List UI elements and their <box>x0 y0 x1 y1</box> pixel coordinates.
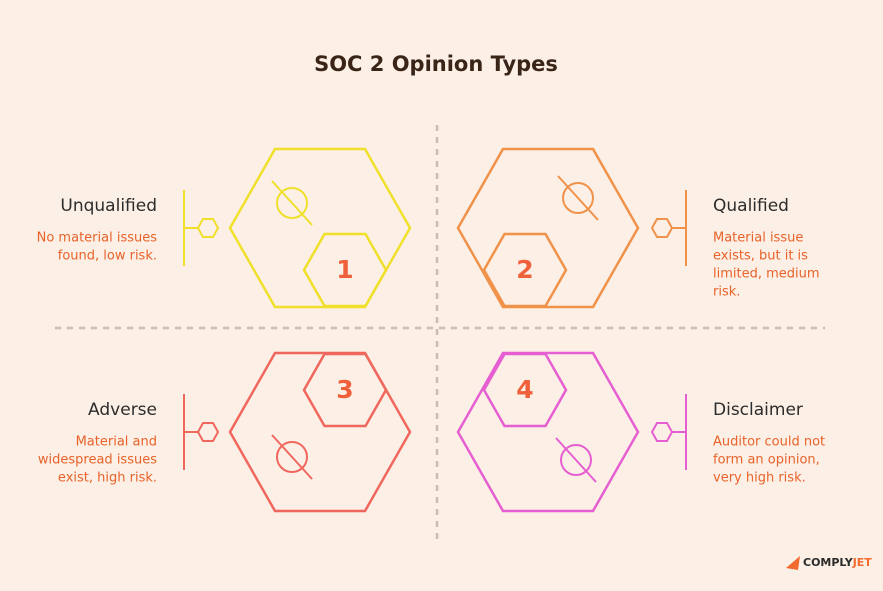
icon <box>555 437 597 483</box>
icon <box>562 182 594 214</box>
description: risk. <box>713 285 740 300</box>
description: exists, but it is <box>713 249 808 264</box>
description: exist, high risk. <box>58 471 157 486</box>
number-hexagon <box>302 352 388 428</box>
logo-icon <box>786 556 800 570</box>
description: found, low risk. <box>58 249 157 264</box>
label: Unqualified <box>60 196 157 216</box>
description: limited, medium <box>713 267 820 282</box>
description: Material issue <box>713 231 803 246</box>
logo-part: JET <box>852 556 873 569</box>
number: 1 <box>336 255 353 284</box>
quadrant: 4 Disclaimer Auditor could not form an opin… <box>456 351 825 513</box>
number-hexagon <box>302 232 388 308</box>
logo-part: COMPLY <box>803 556 854 569</box>
number-hexagon <box>482 352 568 428</box>
title: SOC 2 Opinion Types <box>314 52 558 76</box>
label: Adverse <box>88 400 157 420</box>
quadrant: 1 Unqualified No material issues found, low… <box>37 147 412 309</box>
connector-hexagon <box>650 422 674 442</box>
description: widespread issues <box>38 453 157 468</box>
icon <box>271 434 313 480</box>
number-hexagon <box>482 232 568 308</box>
logo-text: COMPLYJET <box>803 556 872 569</box>
description: No material issues <box>37 231 158 246</box>
description: Material and <box>76 435 157 450</box>
icon <box>276 441 308 473</box>
number: 3 <box>336 375 353 404</box>
icon <box>271 180 313 226</box>
number: 4 <box>516 375 533 404</box>
icon <box>276 187 308 219</box>
hexagon <box>456 147 640 309</box>
hexagon <box>456 351 640 513</box>
icon <box>560 444 592 476</box>
icon <box>557 175 599 221</box>
connector-hexagon <box>196 422 220 442</box>
quadrant: 3 Adverse Material and widespread issues exi… <box>38 351 412 513</box>
connector-hexagon <box>650 218 674 238</box>
label: Qualified <box>713 196 789 216</box>
description: very high risk. <box>713 471 806 486</box>
label: Disclaimer <box>713 400 803 420</box>
hexagon <box>228 351 412 513</box>
number: 2 <box>516 255 533 284</box>
description: Auditor could not <box>713 435 825 450</box>
description: form an opinion, <box>713 453 820 468</box>
hexagon <box>228 147 412 309</box>
quadrant: 2 Qualified Material issue exists, but it i… <box>456 147 820 309</box>
brand-logo: COMPLYJET <box>786 556 872 570</box>
connector-hexagon <box>196 218 220 238</box>
